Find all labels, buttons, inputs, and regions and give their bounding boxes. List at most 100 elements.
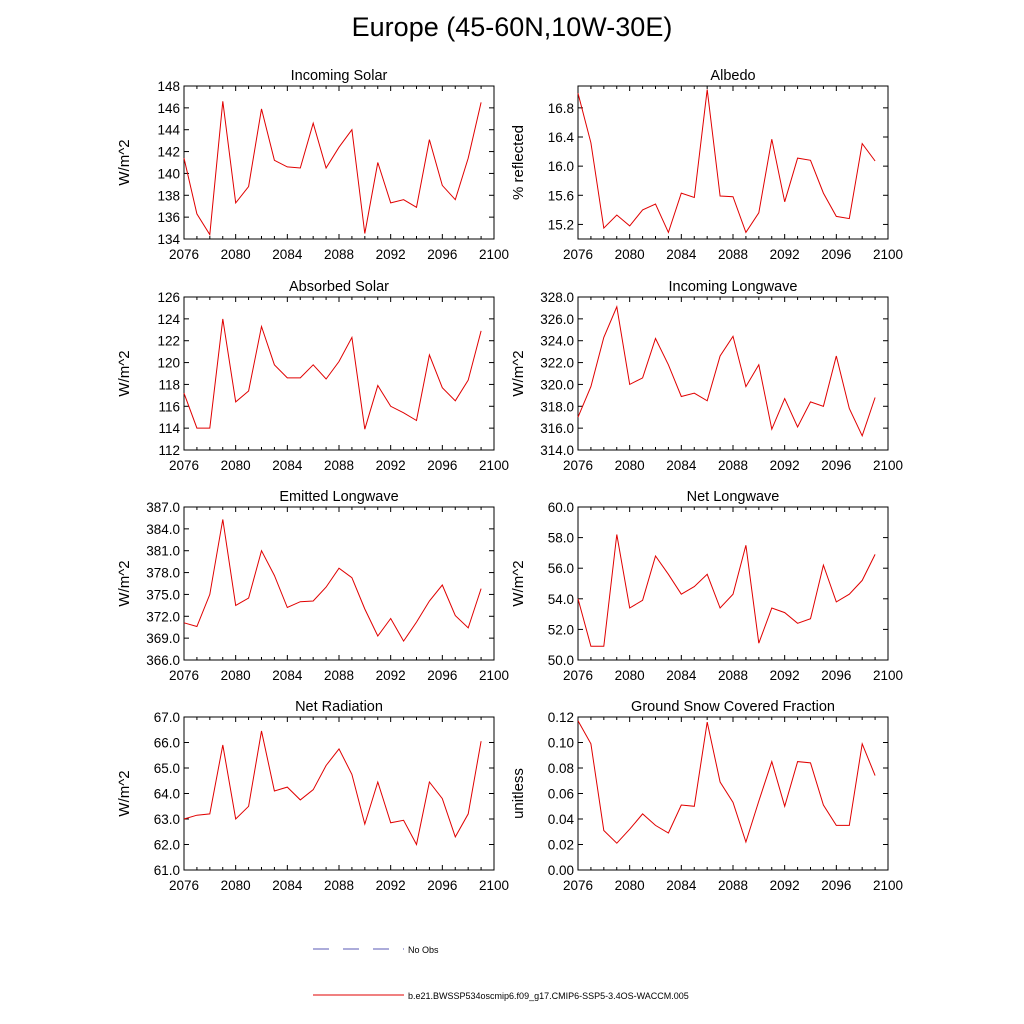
incoming-solar-y-tick-label: 134 xyxy=(157,232,180,247)
absorbed-solar-x-tick-label: 2080 xyxy=(221,458,251,473)
ground-snow-covered-fraction-x-tick-label: 2088 xyxy=(718,878,748,893)
net-longwave-x-tick-label: 2096 xyxy=(821,668,851,683)
absorbed-solar-x-tick-label: 2088 xyxy=(324,458,354,473)
ground-snow-covered-fraction-series-line xyxy=(577,720,876,844)
absorbed-solar-y-axis-label: W/m^2 xyxy=(116,350,133,396)
absorbed-solar-x-tick-label: 2076 xyxy=(169,458,199,473)
emitted-longwave-y-tick-label: 378.0 xyxy=(146,566,180,581)
absorbed-solar-y-tick-label: 112 xyxy=(158,443,180,458)
incoming-solar-x-tick-label: 2100 xyxy=(479,247,509,262)
net-radiation-x-tick-label: 2088 xyxy=(324,878,354,893)
net-radiation-y-tick-label: 62.0 xyxy=(154,838,180,853)
absorbed-solar-y-tick-label: 122 xyxy=(157,334,180,349)
albedo-y-tick-label: 15.6 xyxy=(548,188,574,203)
incoming-longwave-y-tick-label: 314.0 xyxy=(540,443,574,458)
net-longwave-plot-frame xyxy=(577,506,889,661)
albedo-x-tick-label: 2100 xyxy=(873,247,903,262)
ground-snow-covered-fraction-x-tick-label: 2096 xyxy=(821,878,851,893)
albedo-x-tick-label: 2084 xyxy=(666,247,697,262)
net-longwave-x-tick-label: 2080 xyxy=(615,668,645,683)
ground-snow-covered-fraction-title: Ground Snow Covered Fraction xyxy=(631,699,835,715)
net-radiation-x-tick-label: 2080 xyxy=(221,878,251,893)
emitted-longwave-y-tick-label: 384.0 xyxy=(146,522,180,537)
incoming-longwave-x-tick-label: 2092 xyxy=(770,458,800,473)
emitted-longwave-y-tick-label: 366.0 xyxy=(146,653,180,668)
albedo-x-tick-label: 2076 xyxy=(563,247,593,262)
net-longwave-y-tick-label: 52.0 xyxy=(548,622,574,637)
net-longwave-y-tick-label: 60.0 xyxy=(548,500,574,515)
emitted-longwave-x-tick-label: 2092 xyxy=(376,668,406,683)
net-radiation-y-axis-label: W/m^2 xyxy=(116,770,133,816)
incoming-solar-x-tick-label: 2096 xyxy=(427,247,457,262)
net-longwave-title: Net Longwave xyxy=(687,489,780,505)
absorbed-solar-x-tick-label: 2084 xyxy=(272,458,303,473)
incoming-longwave-y-tick-label: 324.0 xyxy=(540,334,574,349)
absorbed-solar-y-tick-label: 114 xyxy=(158,421,180,436)
incoming-longwave-x-tick-label: 2076 xyxy=(563,458,593,473)
net-radiation-y-tick-label: 67.0 xyxy=(154,710,180,725)
absorbed-solar-plot-frame xyxy=(183,296,495,451)
absorbed-solar-title: Absorbed Solar xyxy=(289,279,389,295)
incoming-solar-y-tick-label: 144 xyxy=(157,123,180,138)
net-radiation-x-tick-label: 2092 xyxy=(376,878,406,893)
net-radiation-series-line xyxy=(183,730,482,846)
net-longwave-x-tick-label: 2084 xyxy=(666,668,697,683)
albedo-y-tick-label: 15.2 xyxy=(548,217,574,232)
incoming-longwave-x-tick-label: 2088 xyxy=(718,458,748,473)
net-radiation-y-tick-label: 64.0 xyxy=(154,787,180,802)
net-radiation-title: Net Radiation xyxy=(295,699,383,715)
absorbed-solar-y-tick-label: 126 xyxy=(157,290,180,305)
incoming-longwave-y-tick-label: 322.0 xyxy=(540,356,574,371)
albedo-y-axis-label: % reflected xyxy=(510,125,527,200)
incoming-solar-title: Incoming Solar xyxy=(291,68,388,84)
emitted-longwave-y-axis-label: W/m^2 xyxy=(116,560,133,606)
net-longwave-x-tick-label: 2076 xyxy=(563,668,593,683)
emitted-longwave-title: Emitted Longwave xyxy=(279,489,398,505)
net-longwave-x-tick-label: 2088 xyxy=(718,668,748,683)
incoming-longwave-y-axis-label: W/m^2 xyxy=(510,350,527,396)
net-radiation-y-tick-label: 61.0 xyxy=(154,863,180,878)
albedo-y-tick-label: 16.8 xyxy=(548,101,574,116)
ground-snow-covered-fraction-x-tick-label: 2080 xyxy=(615,878,645,893)
incoming-longwave-y-tick-label: 328.0 xyxy=(540,290,574,305)
albedo-y-tick-label: 16.0 xyxy=(548,159,574,174)
incoming-longwave-x-tick-label: 2100 xyxy=(873,458,903,473)
net-longwave-y-tick-label: 54.0 xyxy=(548,592,574,607)
incoming-solar-x-tick-label: 2080 xyxy=(221,247,251,262)
albedo-plot-frame xyxy=(577,85,889,240)
absorbed-solar-x-tick-label: 2100 xyxy=(479,458,509,473)
ground-snow-covered-fraction-x-tick-label: 2100 xyxy=(873,878,903,893)
emitted-longwave-x-tick-label: 2100 xyxy=(479,668,509,683)
ground-snow-covered-fraction-y-tick-label: 0.00 xyxy=(548,863,574,878)
legend-model-label: b.e21.BWSSP534oscmip6.f09_g17.CMIP6-SSP5… xyxy=(408,991,689,1001)
emitted-longwave-x-tick-label: 2076 xyxy=(169,668,199,683)
absorbed-solar-x-tick-label: 2092 xyxy=(376,458,406,473)
emitted-longwave-x-tick-label: 2096 xyxy=(427,668,457,683)
albedo-y-tick-label: 16.4 xyxy=(548,130,575,145)
page-title: Europe (45-60N,10W-30E) xyxy=(351,12,673,42)
net-longwave-y-tick-label: 50.0 xyxy=(548,653,574,668)
albedo-series-line xyxy=(577,89,876,234)
net-radiation-y-tick-label: 65.0 xyxy=(154,761,180,776)
ground-snow-covered-fraction-x-tick-label: 2084 xyxy=(666,878,697,893)
net-radiation-x-tick-label: 2096 xyxy=(427,878,457,893)
incoming-solar-y-tick-label: 138 xyxy=(157,188,180,203)
emitted-longwave-y-tick-label: 381.0 xyxy=(146,544,180,559)
incoming-solar-series-line xyxy=(183,101,482,237)
incoming-longwave-series-line xyxy=(577,305,876,438)
incoming-longwave-x-tick-label: 2084 xyxy=(666,458,697,473)
incoming-solar-x-tick-label: 2084 xyxy=(272,247,303,262)
incoming-solar-x-tick-label: 2076 xyxy=(169,247,199,262)
incoming-longwave-x-tick-label: 2096 xyxy=(821,458,851,473)
incoming-longwave-plot-frame xyxy=(577,296,889,451)
incoming-longwave-y-tick-label: 326.0 xyxy=(540,312,574,327)
ground-snow-covered-fraction-y-tick-label: 0.12 xyxy=(548,710,574,725)
net-longwave-x-tick-label: 2092 xyxy=(770,668,800,683)
emitted-longwave-x-tick-label: 2084 xyxy=(272,668,303,683)
ground-snow-covered-fraction-x-tick-label: 2076 xyxy=(563,878,593,893)
incoming-longwave-y-tick-label: 316.0 xyxy=(540,421,574,436)
emitted-longwave-y-tick-label: 387.0 xyxy=(146,500,180,515)
ground-snow-covered-fraction-plot-frame xyxy=(577,716,889,871)
incoming-longwave-y-tick-label: 320.0 xyxy=(540,377,574,392)
